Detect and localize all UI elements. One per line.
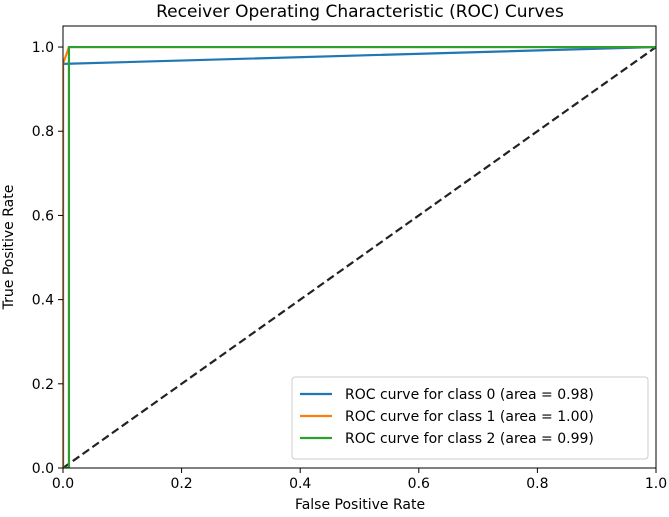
- x-axis: 0.0 0.2 0.4 0.6 0.8 1.0: [52, 468, 667, 492]
- legend-box: [291, 376, 649, 460]
- legend-label-class-1: ROC curve for class 1 (area = 1.00): [345, 409, 594, 425]
- y-axis-title: True Positive Rate: [1, 185, 17, 311]
- y-tick-label: 0.0: [32, 461, 54, 477]
- reference-diagonal-line: [63, 46, 656, 468]
- plot-frame: [62, 25, 657, 469]
- legend-label-class-2: ROC curve for class 2 (area = 0.99): [345, 431, 594, 447]
- series-group: [63, 45, 656, 468]
- x-tick-label: 0.2: [170, 476, 192, 492]
- y-tick-label: 0.6: [32, 208, 54, 224]
- x-axis-title: False Positive Rate: [295, 497, 425, 513]
- y-tick-label: 0.4: [32, 293, 54, 309]
- legend-label-class-0: ROC curve for class 0 (area = 0.98): [345, 387, 594, 403]
- y-tick-label: 0.8: [32, 124, 54, 140]
- x-tick-label: 1.0: [645, 476, 667, 492]
- series-line-class-2: [63, 45, 656, 468]
- x-tick-label: 0.6: [408, 476, 430, 492]
- y-axis: 0.0 0.2 0.4 0.6 0.8 1.0: [32, 40, 63, 477]
- y-tick-label: 0.2: [32, 377, 54, 393]
- chart-title: Receiver Operating Characteristic (ROC) …: [156, 2, 564, 22]
- x-tick-label: 0.8: [526, 476, 548, 492]
- x-tick-label: 0.0: [52, 476, 74, 492]
- plot-area: [62, 25, 657, 469]
- y-tick-label: 1.0: [32, 40, 54, 56]
- series-line-class-0: [63, 45, 656, 468]
- legend: ROC curve for class 0 (area = 0.98) ROC c…: [291, 376, 649, 460]
- x-tick-label: 0.4: [289, 476, 311, 492]
